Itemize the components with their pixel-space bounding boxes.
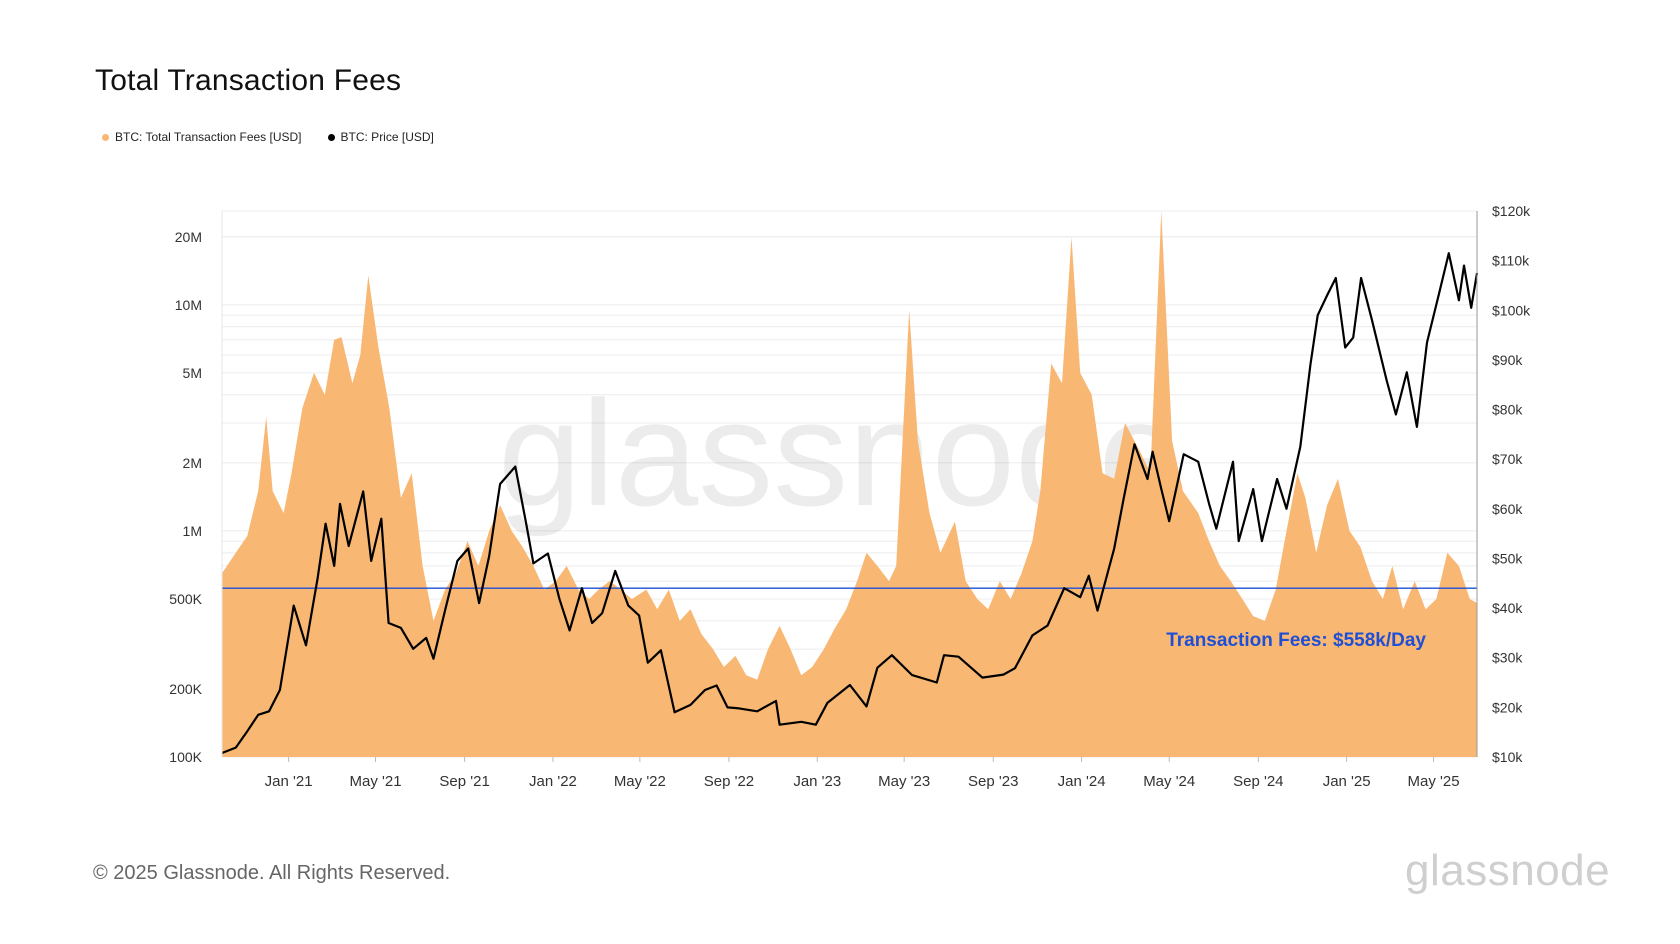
right-y-tick: $90k bbox=[1492, 352, 1523, 368]
reference-line-label: Transaction Fees: $558k/Day bbox=[1166, 630, 1426, 651]
right-y-tick: $70k bbox=[1492, 451, 1523, 467]
fees-series bbox=[222, 211, 1477, 757]
right-y-tick: $50k bbox=[1492, 550, 1523, 566]
left-y-tick: 500K bbox=[169, 591, 202, 607]
x-axis-ticks: Jan '21 May '21 Sep '21 Jan '22 May '22 Sep '… bbox=[265, 757, 1460, 790]
reference-line-group: Transaction Fees: $558k/Day bbox=[222, 587, 1477, 651]
x-tick-label: May '21 bbox=[349, 773, 401, 790]
axes bbox=[221, 211, 1478, 757]
fees-area bbox=[222, 211, 1477, 757]
legend-label-fees: BTC: Total Transaction Fees [USD] bbox=[115, 130, 302, 144]
x-tick-label: Sep '21 bbox=[439, 773, 489, 790]
x-tick-label: Jan '24 bbox=[1058, 773, 1106, 790]
legend-label-price: BTC: Price [USD] bbox=[340, 130, 434, 144]
right-y-tick: $120k bbox=[1492, 203, 1531, 219]
left-y-tick: 200K bbox=[169, 681, 202, 697]
right-y-axis-ticks: $10k $20k $30k $40k $50k $60k $70k $80k $90k $100… bbox=[1492, 203, 1531, 765]
right-y-tick: $10k bbox=[1492, 749, 1523, 765]
glassnode-logo: glassnode bbox=[1405, 846, 1611, 895]
right-y-tick: $80k bbox=[1492, 402, 1523, 418]
x-tick-label: May '24 bbox=[1143, 773, 1195, 790]
footer-copyright: © 2025 Glassnode. All Rights Reserved. bbox=[93, 862, 451, 884]
right-y-tick: $110k bbox=[1492, 253, 1530, 269]
price-line bbox=[221, 252, 1479, 755]
x-tick-label: May '25 bbox=[1408, 773, 1460, 790]
x-tick-label: Jan '21 bbox=[265, 773, 313, 790]
left-y-tick: 20M bbox=[175, 229, 202, 245]
x-tick-label: Sep '23 bbox=[968, 773, 1018, 790]
right-y-tick: $40k bbox=[1492, 600, 1523, 616]
x-tick-label: May '22 bbox=[614, 773, 666, 790]
x-tick-label: Sep '24 bbox=[1233, 773, 1283, 790]
x-tick-label: May '23 bbox=[878, 773, 930, 790]
right-y-tick: $20k bbox=[1492, 699, 1523, 715]
price-series bbox=[221, 252, 1479, 755]
right-y-tick: $100k bbox=[1492, 302, 1531, 318]
left-y-axis-ticks: 100K 200K 500K 1M 2M 5M 10M 20M bbox=[169, 229, 202, 765]
left-y-tick: 10M bbox=[175, 297, 202, 313]
chart-title: Total Transaction Fees bbox=[95, 64, 402, 97]
legend-item-fees[interactable]: BTC: Total Transaction Fees [USD] bbox=[102, 130, 302, 144]
left-y-tick: 5M bbox=[183, 365, 202, 381]
legend: BTC: Total Transaction Fees [USD] BTC: P… bbox=[102, 130, 434, 144]
left-y-tick: 2M bbox=[183, 455, 202, 471]
gridlines bbox=[222, 210, 1477, 758]
x-tick-label: Jan '23 bbox=[793, 773, 841, 790]
left-y-tick: 100K bbox=[169, 749, 202, 765]
x-tick-label: Sep '22 bbox=[704, 773, 754, 790]
x-tick-label: Jan '25 bbox=[1323, 773, 1371, 790]
legend-dot-price bbox=[327, 133, 335, 141]
x-tick-label: Jan '22 bbox=[529, 773, 577, 790]
legend-dot-fees bbox=[102, 133, 109, 141]
legend-item-price[interactable]: BTC: Price [USD] bbox=[327, 130, 434, 144]
left-y-tick: 1M bbox=[183, 523, 202, 539]
right-y-tick: $60k bbox=[1492, 501, 1523, 517]
right-y-tick: $30k bbox=[1492, 650, 1523, 666]
